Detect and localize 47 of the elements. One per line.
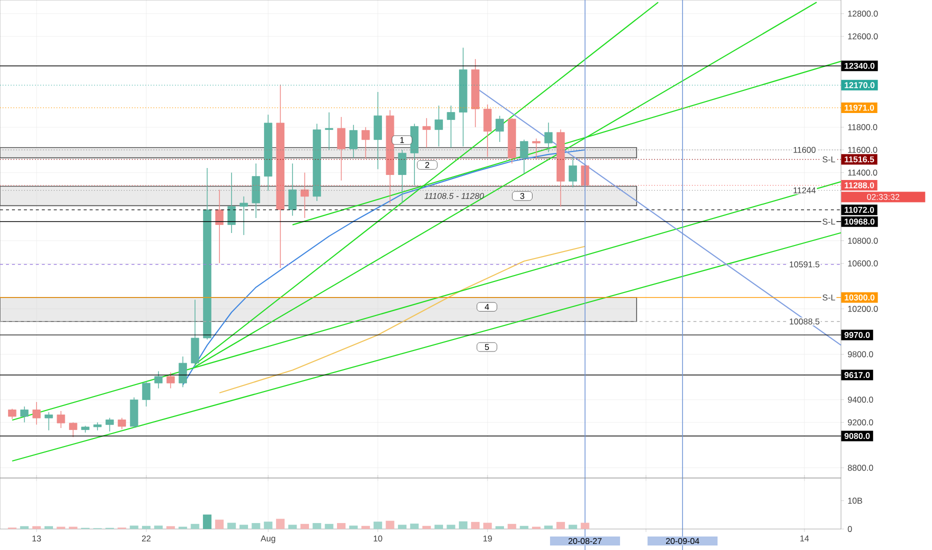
x-tick-label: 22 <box>142 536 151 542</box>
ref-line-label: 9080.0 <box>844 433 870 439</box>
band-label: 11108.5 - 11280 <box>424 192 484 199</box>
y-tick-label: 11600.0 <box>848 146 878 153</box>
x-tick-label: Aug <box>260 536 276 544</box>
ref-line-label: 9617.0 <box>844 372 870 378</box>
x-tick-label: 13 <box>32 536 41 542</box>
ref-line-label: 11971.0 <box>844 104 874 111</box>
y-tick-label: 9400.0 <box>848 396 874 403</box>
annotation: 11600 <box>794 146 816 153</box>
ref-line-label: 12170.0 <box>844 82 874 88</box>
y-tick-label: 12600.0 <box>848 33 878 40</box>
y-tick-label: 9800.0 <box>848 351 874 358</box>
ref-line-label: 20-08-27 <box>568 538 602 544</box>
y-tick-label: 10B <box>848 498 862 504</box>
y-tick-label: 0 <box>848 526 852 532</box>
ref-line-label: 10300.0 <box>844 294 874 300</box>
y-tick-label: 10800.0 <box>848 238 878 244</box>
ref-line-label: 11288.0 <box>844 182 874 188</box>
ref-line-label: 11072.0 <box>844 206 874 213</box>
ref-line-label: 12340.0 <box>844 62 874 69</box>
annotation: S-L <box>822 294 836 300</box>
annotation: 5 <box>484 344 489 350</box>
y-tick-label: 9200.0 <box>848 419 874 426</box>
annotation: 4 <box>484 304 490 310</box>
y-tick-label: 12800.0 <box>848 10 878 17</box>
annotation: S-L <box>822 156 836 162</box>
ref-line-label: 20-09-04 <box>666 538 700 544</box>
x-tick-label: 10 <box>374 536 382 542</box>
annotation: 11244 <box>794 187 816 194</box>
annotation: 10591.5 <box>790 261 820 268</box>
annotation: S-L <box>822 218 836 225</box>
ref-line-label: 10968.0 <box>844 218 874 225</box>
ref-line-label: 11516.5 <box>844 156 874 162</box>
y-tick-label: 8800.0 <box>848 464 874 471</box>
annotation: 10088.5 <box>790 318 820 324</box>
y-tick-label: 11800.0 <box>848 124 878 130</box>
y-tick-label: 10600.0 <box>848 260 878 266</box>
ref-line-label: 9970.0 <box>844 332 870 338</box>
annotation: 3 <box>520 193 524 199</box>
text: 02:33:32 <box>867 194 900 200</box>
y-tick-label: 10200.0 <box>848 306 878 312</box>
annotation: 1 <box>400 137 404 143</box>
x-tick-label: 14 <box>800 536 809 542</box>
y-tick-label: 11400.0 <box>848 170 878 176</box>
x-tick-label: 19 <box>483 536 492 542</box>
annotation: 2 <box>425 162 430 168</box>
